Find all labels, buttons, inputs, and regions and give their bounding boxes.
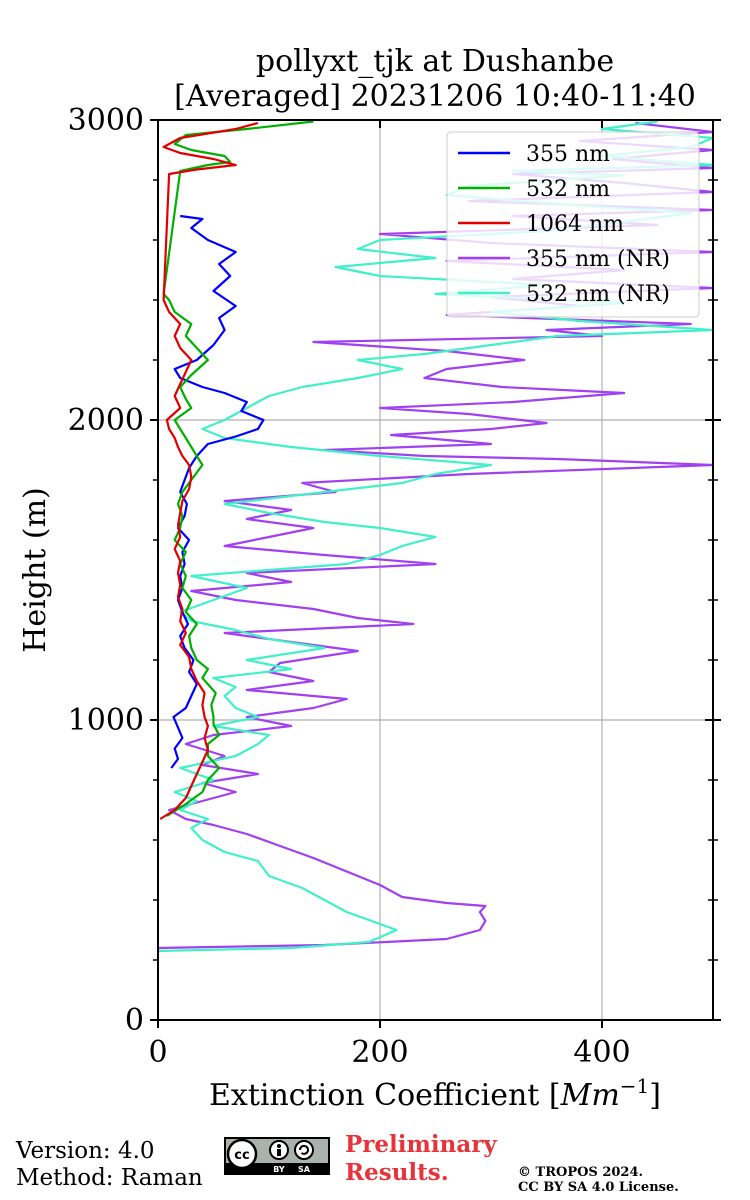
svg-text:SA: SA — [298, 1165, 311, 1174]
x-tick-label: 200 — [351, 1035, 408, 1070]
method-label: Method: Raman — [16, 1165, 203, 1191]
copyright-notice: © TROPOS 2024. CC BY SA 4.0 License. — [518, 1165, 679, 1195]
series-line-355-nm — [170, 214, 265, 769]
svg-text:cc: cc — [234, 1148, 249, 1163]
version-label: Version: 4.0 — [16, 1138, 155, 1164]
svg-text:BY: BY — [273, 1165, 285, 1174]
preliminary-line2: Results. — [345, 1159, 449, 1186]
y-tick-label: 1000 — [68, 703, 144, 738]
legend: 355 nm 532 nm 1064 nm 355 nm (NR) 532 nm (NR… — [446, 131, 700, 318]
preliminary-line1: Preliminary — [345, 1131, 497, 1158]
series-layer — [158, 120, 713, 953]
preliminary-results-notice: Preliminary Results. — [345, 1131, 497, 1187]
plot-frame — [157, 119, 714, 1021]
y-axis-label: Height (m) — [18, 487, 53, 652]
cc-license-badge: cc BY SA — [224, 1137, 330, 1175]
tick-layer: 0 200 400 0 1000 2000 3000 — [68, 103, 721, 1070]
copyright-line1: © TROPOS 2024. — [518, 1165, 644, 1180]
legend-label: 355 nm — [526, 142, 610, 167]
legend-frame — [446, 131, 700, 318]
cc-icon — [226, 1138, 258, 1170]
series-line-532-nm-nr- — [158, 120, 713, 953]
legend-label: 355 nm (NR) — [526, 247, 670, 272]
y-tick-label: 2000 — [68, 403, 144, 438]
chart-title-line2: [Averaged] 20231206 10:40-11:40 — [174, 79, 696, 114]
x-tick-label: 400 — [573, 1035, 630, 1070]
copyright-line2: CC BY SA 4.0 License. — [518, 1180, 679, 1195]
series-line-1064-nm — [159, 121, 259, 820]
y-tick-label: 0 — [125, 1003, 144, 1038]
legend-label: 532 nm — [526, 177, 610, 202]
legend-label: 1064 nm — [526, 212, 624, 237]
x-tick-label: 0 — [148, 1035, 167, 1070]
chart-title-line1: pollyxt_tjk at Dushanbe — [256, 44, 614, 79]
legend-label: 532 nm (NR) — [526, 282, 670, 307]
share-alike-icon — [294, 1140, 314, 1160]
extinction-chart: pollyxt_tjk at Dushanbe [Averaged] 20231… — [18, 44, 721, 1113]
x-axis-label: Extinction Coefficient [Mm−1] — [209, 1074, 661, 1113]
y-tick-label: 3000 — [68, 103, 144, 138]
